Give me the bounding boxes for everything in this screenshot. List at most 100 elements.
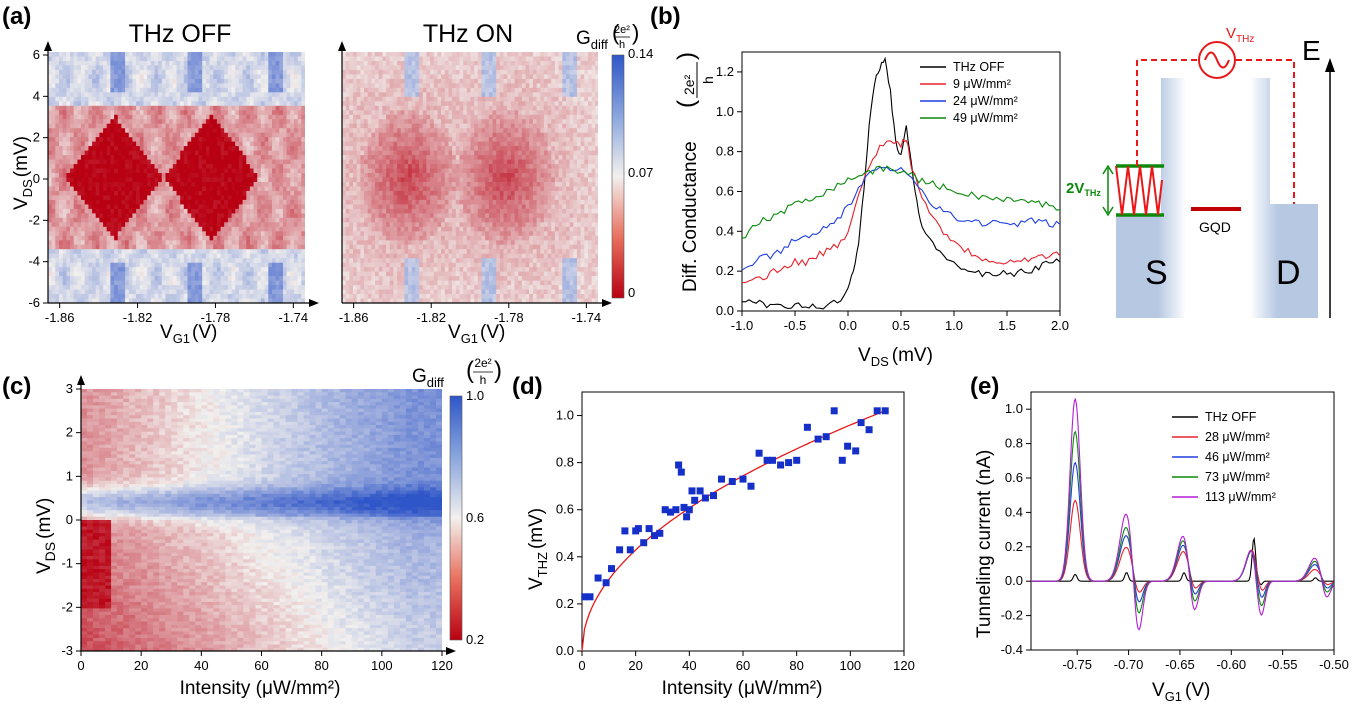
a-pixel — [279, 276, 284, 282]
a-pixel — [272, 186, 277, 192]
a-pixel — [99, 294, 104, 300]
a-pixel — [110, 182, 115, 188]
a-pixel — [397, 289, 402, 295]
a-pixel — [393, 65, 398, 71]
a-pixel — [404, 155, 409, 161]
a-pixel — [294, 258, 299, 264]
a-pixel — [202, 168, 207, 174]
a-pixel — [408, 150, 413, 156]
a-pixel — [242, 289, 247, 295]
a-pixel — [389, 258, 394, 264]
a-pixel — [183, 52, 189, 58]
a-pixel — [275, 285, 280, 291]
a-pixel — [342, 271, 347, 277]
a-pixel — [286, 65, 291, 71]
a-pixel — [106, 128, 111, 134]
a-pixel — [364, 78, 369, 84]
a-pixel — [283, 240, 288, 246]
a-pixel — [183, 267, 189, 273]
a-pixel — [95, 267, 100, 273]
a-pixel — [360, 249, 365, 255]
a-pixel — [81, 119, 86, 125]
a-pixel — [367, 280, 372, 286]
a-pixel — [297, 119, 302, 125]
a-pixel — [272, 101, 277, 107]
a-pixel — [205, 298, 211, 303]
a-pixel — [249, 217, 255, 223]
a-pixel — [51, 141, 56, 147]
a-pixel — [202, 164, 207, 170]
a-pixel — [386, 119, 391, 125]
a-pixel — [92, 65, 97, 71]
a-pixel — [136, 132, 141, 138]
a-pixel — [389, 114, 394, 120]
a-pixel — [290, 128, 295, 134]
a-pixel — [165, 222, 170, 228]
a-pixel — [294, 128, 299, 134]
a-pixel — [169, 267, 174, 273]
a-pixel — [382, 204, 387, 210]
a-pixel — [150, 78, 156, 84]
a-pixel — [103, 146, 108, 152]
a-pixel — [367, 164, 372, 170]
a-pixel — [161, 258, 167, 264]
a-pixel — [360, 87, 365, 93]
a-pixel — [257, 164, 262, 170]
a-pixel — [257, 253, 262, 259]
a-pixel — [147, 271, 152, 277]
a-pixel — [62, 204, 67, 210]
a-pixel — [205, 141, 211, 147]
a-pixel — [117, 217, 123, 223]
a-pixel — [194, 132, 200, 138]
a-pixel — [356, 65, 361, 71]
a-pixel — [202, 222, 207, 228]
a-pixel — [297, 231, 302, 237]
a-pixel — [183, 65, 189, 71]
a-pixel — [342, 204, 347, 210]
a-pixel — [154, 186, 159, 192]
a-pixel — [154, 285, 159, 291]
a-pixel — [143, 258, 148, 264]
a-pixel — [172, 65, 178, 71]
a-pixel — [260, 208, 266, 214]
a-pixel — [128, 182, 134, 188]
a-pixel — [194, 208, 200, 214]
a-pixel — [272, 168, 277, 174]
a-pixel — [202, 235, 207, 241]
a-pixel — [231, 137, 236, 143]
a-pixel — [249, 114, 255, 120]
a-pixel — [404, 92, 409, 98]
a-pixel — [110, 177, 115, 183]
a-pixel — [264, 52, 269, 58]
a-pixel — [84, 280, 89, 286]
a-pixel — [110, 114, 115, 120]
a-pixel — [128, 204, 134, 210]
a-pixel — [301, 289, 305, 295]
a-pixel — [393, 204, 398, 210]
a-pixel — [290, 119, 295, 125]
a-pixel — [356, 119, 361, 125]
a-pixel — [117, 240, 123, 246]
a-pixel — [227, 101, 233, 107]
a-pixel — [389, 69, 394, 75]
a-pixel — [70, 114, 75, 120]
a-pixel — [70, 298, 75, 303]
a-pixel — [77, 61, 82, 67]
a-pixel — [180, 285, 185, 291]
a-pixel — [92, 280, 97, 286]
a-pixel — [117, 190, 123, 196]
a-pixel — [136, 114, 141, 120]
a-pixel — [81, 52, 86, 58]
a-pixel — [393, 280, 398, 286]
a-pixel — [136, 123, 141, 129]
a-pixel — [110, 222, 115, 228]
a-pixel — [169, 114, 174, 120]
a-pixel — [77, 141, 82, 147]
a-pixel — [180, 280, 185, 286]
a-pixel — [371, 83, 376, 89]
a-pixel — [117, 173, 123, 179]
a-pixel — [194, 87, 200, 93]
a-pixel — [275, 105, 280, 111]
a-pixel — [353, 222, 358, 228]
a-pixel — [294, 110, 299, 116]
